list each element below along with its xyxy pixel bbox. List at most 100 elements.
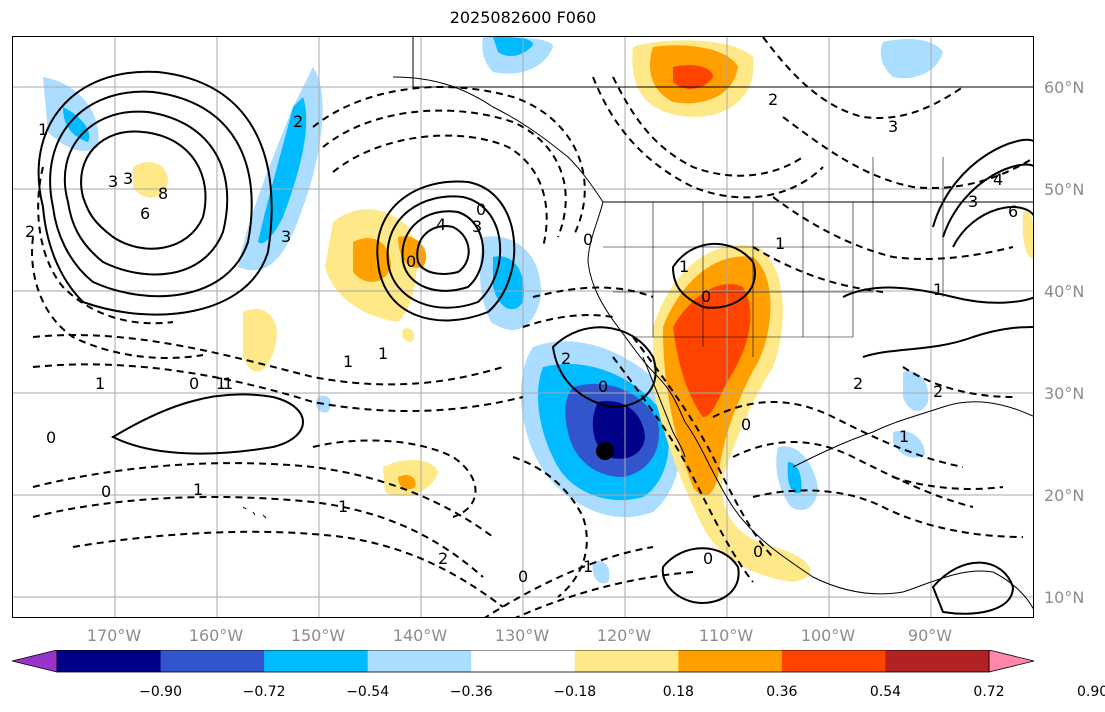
lon-label-160w: 160°W: [188, 626, 244, 645]
colorbar-segment: [574, 650, 679, 672]
lon-label-140w: 140°W: [392, 626, 448, 645]
right-low-ring2: [942, 163, 1033, 238]
contour-label: 4: [436, 215, 446, 234]
colorbar-segment: [57, 650, 162, 672]
colorbar-outline: [56, 650, 990, 673]
contour-label: 6: [1008, 202, 1018, 221]
contour-label: 2: [561, 349, 571, 368]
contour-label: 1: [775, 234, 785, 253]
contour-label: 3: [123, 169, 133, 188]
colorbar-extend-low: [12, 650, 58, 673]
contour-label: 8: [158, 184, 168, 203]
contour-label: 0: [583, 230, 593, 249]
contour-label: 3: [968, 192, 978, 211]
shade-orange-small: [398, 475, 416, 490]
plume-ring: [671, 242, 756, 309]
shade-gulf-blue2: [893, 430, 925, 458]
baja: [642, 356, 686, 458]
colorbar-tick-label: −0.90: [139, 684, 182, 700]
nw-low-ring3: [49, 90, 253, 298]
lat-label-40n: 40°N: [1044, 282, 1085, 301]
colorbar-tick-label: 0.36: [766, 684, 798, 700]
solid-contours: [37, 70, 1033, 615]
ce-ring: [931, 561, 1015, 615]
contour-label: 1: [338, 497, 348, 516]
east-line: [842, 286, 1033, 304]
nw-low-ring4: [37, 70, 273, 316]
shade-plume-red: [673, 283, 751, 417]
hawaii: [242, 506, 267, 519]
shade-yellow-blob: [243, 308, 277, 372]
west-coast: [587, 201, 686, 423]
zero-line-south: [110, 393, 304, 455]
contour-label: 3: [472, 217, 482, 236]
colorbar-segment: [471, 650, 576, 672]
lon-label-110w: 110°W: [698, 626, 754, 645]
alaska-coast: [392, 76, 604, 203]
shade-ne-blue: [880, 39, 943, 79]
contour-label: 0: [189, 374, 199, 393]
shaded-anomaly-fields: [43, 37, 1033, 584]
canada-north: [412, 37, 1033, 88]
lon-label-150w: 150°W: [290, 626, 346, 645]
shade-right-yellow: [1022, 211, 1033, 258]
contour-label: 2: [25, 222, 35, 241]
contour-label: 2: [853, 374, 863, 393]
contour-label: 4: [993, 170, 1003, 189]
cp-low-ring4: [376, 180, 516, 322]
colorbar-tick-label: −0.72: [242, 684, 286, 700]
contour-label: 0: [703, 549, 713, 568]
lon-label-130w: 130°W: [494, 626, 550, 645]
colorbar-tick-label: −0.54: [346, 684, 390, 700]
contour-label: 2: [293, 112, 303, 131]
contour-label: 0: [406, 252, 416, 271]
contour-label: 1: [193, 480, 203, 499]
colorbar-tick-label: 0.54: [869, 684, 902, 700]
contour-label: 1: [583, 557, 593, 576]
map-panel: 3 8 6 2 3 4 3 0 0 1 1 0 1 0 1 0 1 2 0 0 …: [12, 36, 1034, 618]
cp-low-ring1: [416, 225, 470, 275]
colorbar-tick-label: −0.18: [553, 684, 597, 700]
contour-label: 0: [518, 567, 528, 586]
lon-label-100w: 100°W: [800, 626, 856, 645]
right-low-ring3: [932, 138, 1033, 228]
lon-label-90w: 90°W: [907, 626, 953, 645]
storm-center-dot: [596, 442, 614, 460]
contour-label: 1: [378, 344, 388, 363]
state-borders: [603, 157, 944, 357]
contour-label: 0: [701, 287, 711, 306]
colorbar-tick-label: 0.90: [1076, 684, 1105, 700]
contour-label: 0: [753, 542, 763, 561]
map-title: 2025082600 F060: [449, 8, 597, 27]
contour-label: 3: [108, 172, 118, 191]
lon-label-170w: 170°W: [86, 626, 142, 645]
contour-label: 1: [933, 280, 943, 299]
colorbar-extend-high: [988, 650, 1035, 673]
contour-label: 2: [438, 549, 448, 568]
east-line2: [862, 326, 1033, 358]
cp-low-ring3: [386, 195, 502, 309]
central-america: [902, 570, 1033, 610]
contour-label: 1: [216, 374, 226, 393]
colorbar-tick-label: 0.72: [973, 684, 1005, 700]
coastlines: [242, 37, 1033, 610]
colorbar-tick-label: −0.36: [449, 684, 493, 700]
lat-label-10n: 10°N: [1044, 588, 1085, 607]
right-low-ring1: [952, 206, 1033, 248]
contour-label: 0: [476, 200, 486, 219]
contour-label: 1: [95, 374, 105, 393]
gulf-coast: [792, 401, 1033, 468]
mex-ring: [661, 547, 740, 604]
contour-label: 1: [223, 374, 233, 393]
contour-label: 2: [768, 90, 778, 109]
contour-label: 0: [101, 482, 111, 501]
colorbar-segment: [264, 650, 369, 672]
contour-label-group: 3 8 6 2 3 4 3 0 0 1 1 0 1 0 1 0 1 2 0 0 …: [25, 90, 1018, 586]
shade-gulf-blue: [903, 371, 929, 412]
contour-label: 0: [741, 415, 751, 434]
contour-label: 1: [899, 427, 909, 446]
graticule: [13, 37, 1033, 617]
map-svg: 3 8 6 2 3 4 3 0 0 1 1 0 1 0 1 0 1 2 0 0 …: [13, 37, 1033, 617]
colorbar: [12, 650, 1035, 673]
lat-label-30n: 30°N: [1044, 384, 1085, 403]
